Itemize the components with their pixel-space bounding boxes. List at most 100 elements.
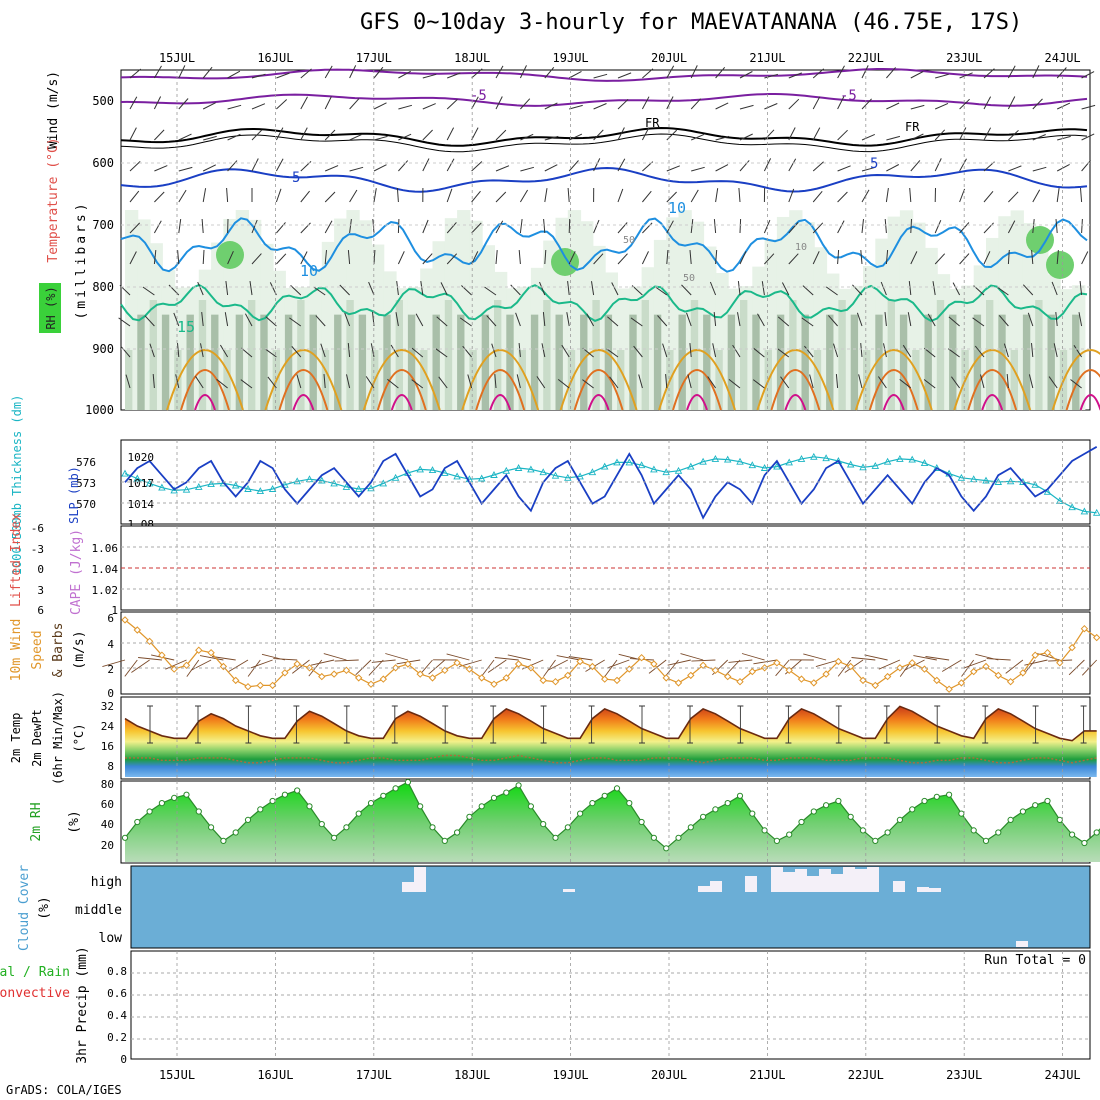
wind-barb (1051, 281, 1058, 296)
thickness-point (1092, 508, 1100, 516)
wind-barb (617, 98, 629, 110)
rh-shade-column (211, 314, 219, 410)
wind10-barb (428, 659, 446, 675)
rh-point (1007, 816, 1014, 824)
thickness-point (256, 487, 265, 495)
wind-barb (858, 374, 863, 389)
thickness-point (760, 464, 769, 471)
rh-shade-column (125, 350, 133, 410)
wind-barb (812, 190, 823, 203)
thickness-point (367, 484, 375, 492)
li-tick-neg3: -3 (31, 543, 44, 556)
rh-shade-column (641, 300, 649, 410)
wind10-point (662, 674, 670, 682)
li-tick-0: 0 (37, 563, 44, 576)
rh-point (380, 792, 387, 799)
wind-barb (884, 219, 887, 234)
wind-barb (861, 98, 872, 110)
wind10-barb (487, 659, 507, 673)
wind-barb (837, 129, 848, 141)
wind-barb (1022, 284, 1034, 296)
wind-barb (373, 135, 388, 141)
wind-barb (934, 102, 949, 110)
rh-point (257, 806, 264, 813)
thickness-point (207, 480, 215, 488)
contour-20 (756, 349, 835, 411)
contour-freezing-2 (120, 133, 1088, 153)
wind10-barb (1068, 659, 1085, 676)
wind-barb (586, 313, 595, 327)
wind-barb (1028, 374, 1034, 389)
rh-shade-column (530, 314, 539, 410)
thickness-point (687, 462, 695, 470)
temp2m-panel: 32 24 16 8 2m Temp 2m DewPt (6hr Min/Max… (9, 691, 1097, 785)
thickness-point (588, 468, 597, 476)
wind10-point (871, 681, 880, 690)
wind10-markers (121, 616, 1100, 693)
rh-point (208, 824, 215, 831)
wind10-barb (925, 656, 950, 661)
wind-barb (276, 253, 287, 265)
wind-barb (617, 72, 632, 79)
wind-barb (1032, 219, 1035, 234)
wind-barb (178, 65, 186, 79)
thickness-point (797, 454, 806, 462)
rh-shade-column (678, 314, 686, 410)
wind-barb (216, 378, 228, 389)
wind-barb (593, 158, 601, 172)
wind-tick-2: 2 (107, 663, 114, 676)
contour-label-15: 15 (177, 318, 195, 336)
wind-barb (120, 345, 131, 358)
wind10-barb (815, 659, 839, 668)
wind-barb (144, 315, 155, 327)
wind-barb (227, 70, 241, 79)
wind-barb (568, 218, 571, 234)
wind-barb (780, 376, 790, 389)
wind-barb (861, 189, 870, 203)
ylabel-total-rain: Total / Rain (0, 965, 70, 980)
wind-barb (983, 251, 991, 265)
thickness-point (170, 486, 178, 494)
rh-point (171, 794, 178, 802)
rh-point (540, 821, 547, 828)
date-axis-bottom: 15JUL 16JUL 17JUL 18JUL 19JUL 20JUL 21JUL 22JUL… (159, 1068, 1081, 1082)
wind-barb (484, 286, 497, 296)
tick-700: 700 (92, 218, 114, 232)
thickness-point (822, 454, 830, 462)
wind-barb (153, 250, 157, 265)
wind-barb (738, 187, 741, 203)
rh-green-patch (216, 241, 244, 269)
rh-shade-column (850, 314, 859, 410)
tick-800: 800 (92, 280, 114, 294)
wind-barb (899, 379, 912, 389)
thickness-point (982, 476, 990, 484)
wind-barb (349, 219, 352, 234)
thickness-point (121, 469, 129, 477)
wind-barb (289, 317, 302, 327)
wind-barb (837, 165, 851, 172)
wind-barb (1007, 96, 1016, 110)
wind-barb (886, 164, 900, 172)
contour-20 (854, 349, 933, 411)
slp-line (124, 446, 1098, 520)
cloud-high-gaps (402, 867, 1028, 947)
wind-barb (980, 374, 985, 389)
wind-barb (617, 158, 626, 172)
wind-barb (812, 161, 824, 172)
rh-point (269, 797, 276, 805)
wind-barb (486, 315, 497, 327)
wind-barb (617, 222, 628, 234)
li-tick-6: 6 (37, 604, 44, 617)
rh-shade-column (235, 314, 244, 410)
wind-barb (201, 218, 204, 234)
thickness-point (933, 464, 941, 471)
wind10-barb (941, 659, 962, 672)
wind-barb (927, 313, 936, 327)
wind-barb (1008, 129, 1019, 141)
rh-point (921, 797, 928, 805)
date-label-bottom: 22JUL (848, 1068, 884, 1082)
rh-point (490, 794, 498, 802)
wind-barb (494, 374, 497, 389)
wind-barb (129, 96, 138, 110)
